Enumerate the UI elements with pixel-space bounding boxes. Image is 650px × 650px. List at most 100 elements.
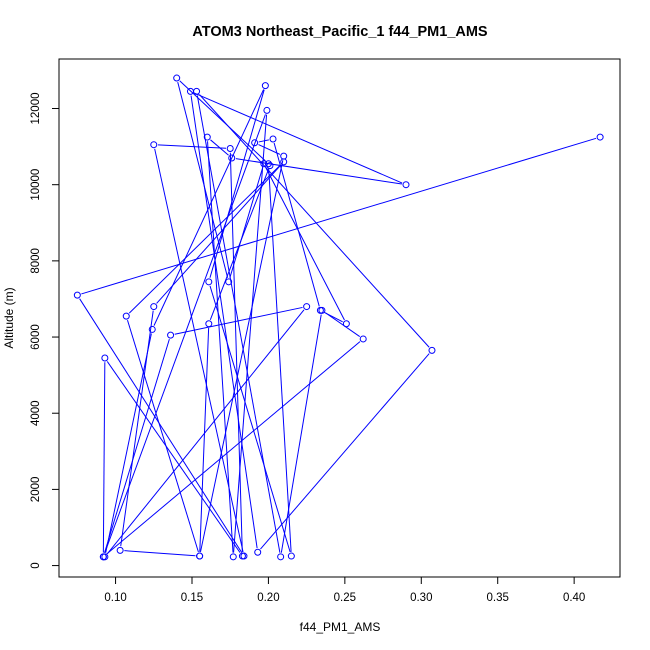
data-point — [316, 306, 324, 314]
data-point — [266, 162, 274, 170]
data-point — [150, 141, 158, 149]
series-segment — [235, 158, 402, 185]
data-point — [167, 331, 175, 339]
y-axis-label: Altitude (m) — [2, 287, 16, 348]
data-point — [251, 139, 259, 147]
data-point — [264, 160, 272, 168]
series-segment — [323, 311, 343, 323]
x-tick-label: 0.15 — [181, 592, 203, 604]
series-segment — [260, 353, 430, 550]
series-segment — [102, 362, 106, 553]
data-point — [402, 181, 410, 189]
series-segment — [200, 160, 284, 553]
data-point — [359, 335, 367, 343]
y-tick-label: 8000 — [30, 248, 42, 274]
series-segment — [194, 92, 403, 184]
series-segment — [128, 164, 282, 314]
data-point — [287, 552, 295, 560]
data-point — [196, 552, 204, 560]
y-tick-label: 10000 — [30, 169, 42, 201]
series-segment — [179, 80, 266, 162]
plot-frame — [58, 58, 621, 578]
series-segment — [174, 306, 303, 335]
x-axis-label: f44_PM1_AMS — [300, 620, 381, 634]
data-point — [269, 135, 277, 143]
series-segment — [177, 81, 229, 278]
series-segment — [258, 139, 269, 143]
data-point — [277, 553, 285, 561]
chart-title: ATOM3 Northeast_Pacific_1 f44_PM1_AMS — [192, 24, 488, 40]
series-segment — [106, 341, 361, 555]
series-segment — [207, 141, 234, 553]
data-point — [260, 160, 268, 168]
x-tick-label: 0.10 — [104, 592, 126, 604]
x-tick-label: 0.25 — [334, 592, 356, 604]
series-segment — [124, 550, 196, 557]
data-point — [596, 133, 604, 141]
data-point — [150, 303, 158, 311]
series-segment — [199, 94, 430, 348]
series-f44-pm1-ams — [73, 74, 604, 561]
series-segment — [153, 89, 265, 326]
data-point — [173, 74, 181, 82]
series-segment — [81, 137, 597, 295]
data-point — [228, 154, 236, 162]
data-point — [226, 145, 234, 153]
series-segment — [190, 95, 258, 549]
data-point — [280, 158, 288, 166]
data-point — [280, 152, 288, 160]
data-point — [225, 278, 233, 286]
data-point — [261, 82, 269, 90]
data-point — [263, 106, 271, 114]
series-segment — [325, 312, 361, 337]
x-tick-label: 0.20 — [257, 592, 279, 604]
series-segment — [106, 361, 241, 553]
data-point — [193, 87, 201, 95]
series-segment — [210, 139, 229, 156]
x-tick-label: 0.40 — [563, 592, 585, 604]
data-point — [205, 278, 213, 286]
data-point — [148, 325, 156, 333]
data-point — [428, 346, 436, 354]
series-segment — [229, 167, 264, 278]
series-segment — [105, 333, 152, 553]
series-segment — [157, 144, 227, 149]
series-segment — [127, 319, 199, 553]
series-segment — [209, 89, 265, 278]
data-point — [229, 553, 237, 561]
y-tick-label: 4000 — [30, 400, 42, 426]
data-point — [73, 291, 81, 299]
y-axis: 0 2000 4000 6000 8000 10000 12000 — [30, 93, 60, 569]
data-point — [342, 320, 350, 328]
series-segment — [273, 142, 320, 307]
data-point — [303, 303, 311, 311]
x-axis: 0.10 0.15 0.20 0.25 0.30 0.35 0.40 — [104, 576, 585, 604]
data-point — [101, 354, 109, 362]
series-segment — [209, 285, 291, 553]
series-segment — [104, 114, 266, 554]
series-segment — [120, 310, 154, 547]
y-tick-label: 0 — [30, 562, 42, 568]
series-segment — [156, 164, 282, 304]
data-point — [238, 552, 246, 560]
series-segment — [199, 327, 210, 552]
series-segment — [209, 169, 269, 320]
y-tick-label: 2000 — [30, 477, 42, 503]
series-segment — [107, 309, 305, 554]
series-segment — [258, 144, 281, 155]
series-segment — [196, 95, 281, 553]
y-tick-label: 6000 — [30, 324, 42, 350]
x-tick-label: 0.35 — [487, 592, 509, 604]
series-segment — [104, 339, 170, 553]
y-tick-label: 12000 — [30, 93, 42, 125]
data-point — [203, 133, 211, 141]
series-segment — [79, 298, 243, 553]
series-segment — [265, 167, 345, 321]
data-point — [116, 546, 124, 554]
series-segment — [268, 167, 292, 552]
x-tick-label: 0.30 — [410, 592, 432, 604]
data-point — [205, 320, 213, 328]
data-point — [254, 548, 262, 556]
series-segment — [280, 314, 322, 553]
